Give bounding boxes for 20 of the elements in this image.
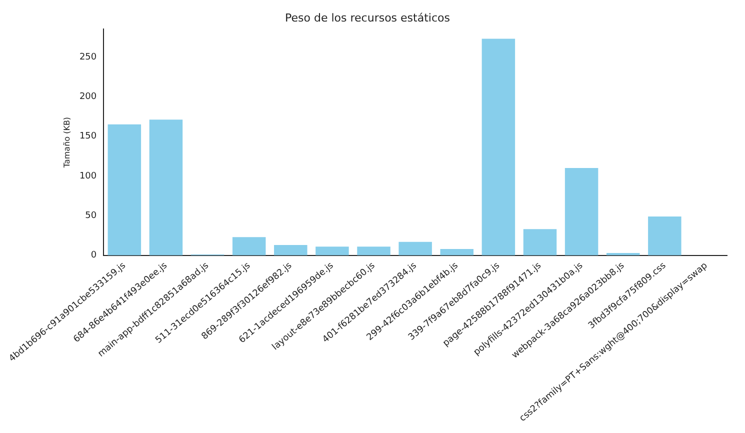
bar <box>232 237 266 256</box>
y-tick-label: 250 <box>79 52 97 62</box>
bar <box>564 168 598 256</box>
y-tick-label: 50 <box>85 211 97 221</box>
y-tick-label: 200 <box>79 92 97 102</box>
bar <box>357 246 390 256</box>
bar <box>108 124 142 256</box>
bar <box>648 216 682 256</box>
bar <box>523 229 557 256</box>
bar <box>316 246 349 256</box>
y-tick-label: 100 <box>79 171 97 182</box>
bar <box>440 248 474 256</box>
y-axis-title: Tamaño (KB) <box>62 116 72 169</box>
y-tick-label: 0 <box>90 250 97 261</box>
bar <box>274 245 308 256</box>
bar <box>149 120 183 256</box>
y-tick-label: 150 <box>79 132 97 142</box>
bar <box>482 38 516 256</box>
chart-title: Peso de los recursos estáticos <box>285 11 450 24</box>
bar <box>398 242 432 256</box>
